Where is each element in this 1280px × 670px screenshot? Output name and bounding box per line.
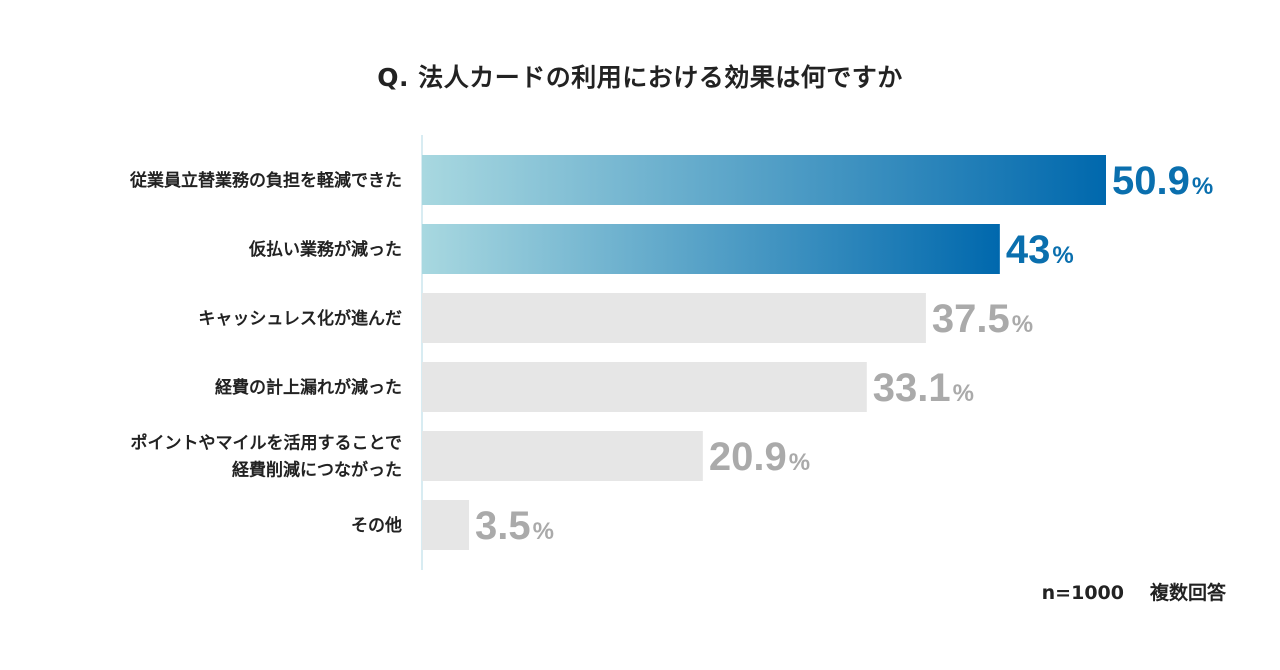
value-label: 33.1% [873,366,974,410]
sample-size: n=1000 [1041,582,1124,604]
chart-title: Q. 法人カードの利用における効果は何ですか [377,63,903,92]
value-label: 20.9% [709,435,810,479]
category-label: その他 [351,515,402,536]
bars-group: 従業員立替業務の負担を軽減できた 50.9% 仮払い業務が減った 43% キャッシュレス… [129,155,1213,550]
answer-note: 複数回答 [1149,582,1226,604]
bar [422,362,867,412]
value-label: 43% [1006,228,1074,272]
category-label: 経費の計上漏れが減った [215,377,402,398]
bar [422,224,1000,274]
category-label: ポイントやマイルを活用することで [131,433,403,454]
value-label: 37.5% [932,297,1033,341]
category-label: キャッシュレス化が進んだ [198,308,402,329]
category-label: 従業員立替業務の負担を軽減できた [129,170,402,191]
bar [422,431,703,481]
footnote: n=1000 複数回答 [1042,578,1226,605]
value-label: 3.5% [475,504,554,548]
category-label: 経費削減につながった [232,460,402,481]
value-label: 50.9% [1112,159,1213,203]
category-label: 仮払い業務が減った [248,239,402,260]
bar [422,155,1106,205]
bar [422,500,470,550]
bar [422,293,926,343]
